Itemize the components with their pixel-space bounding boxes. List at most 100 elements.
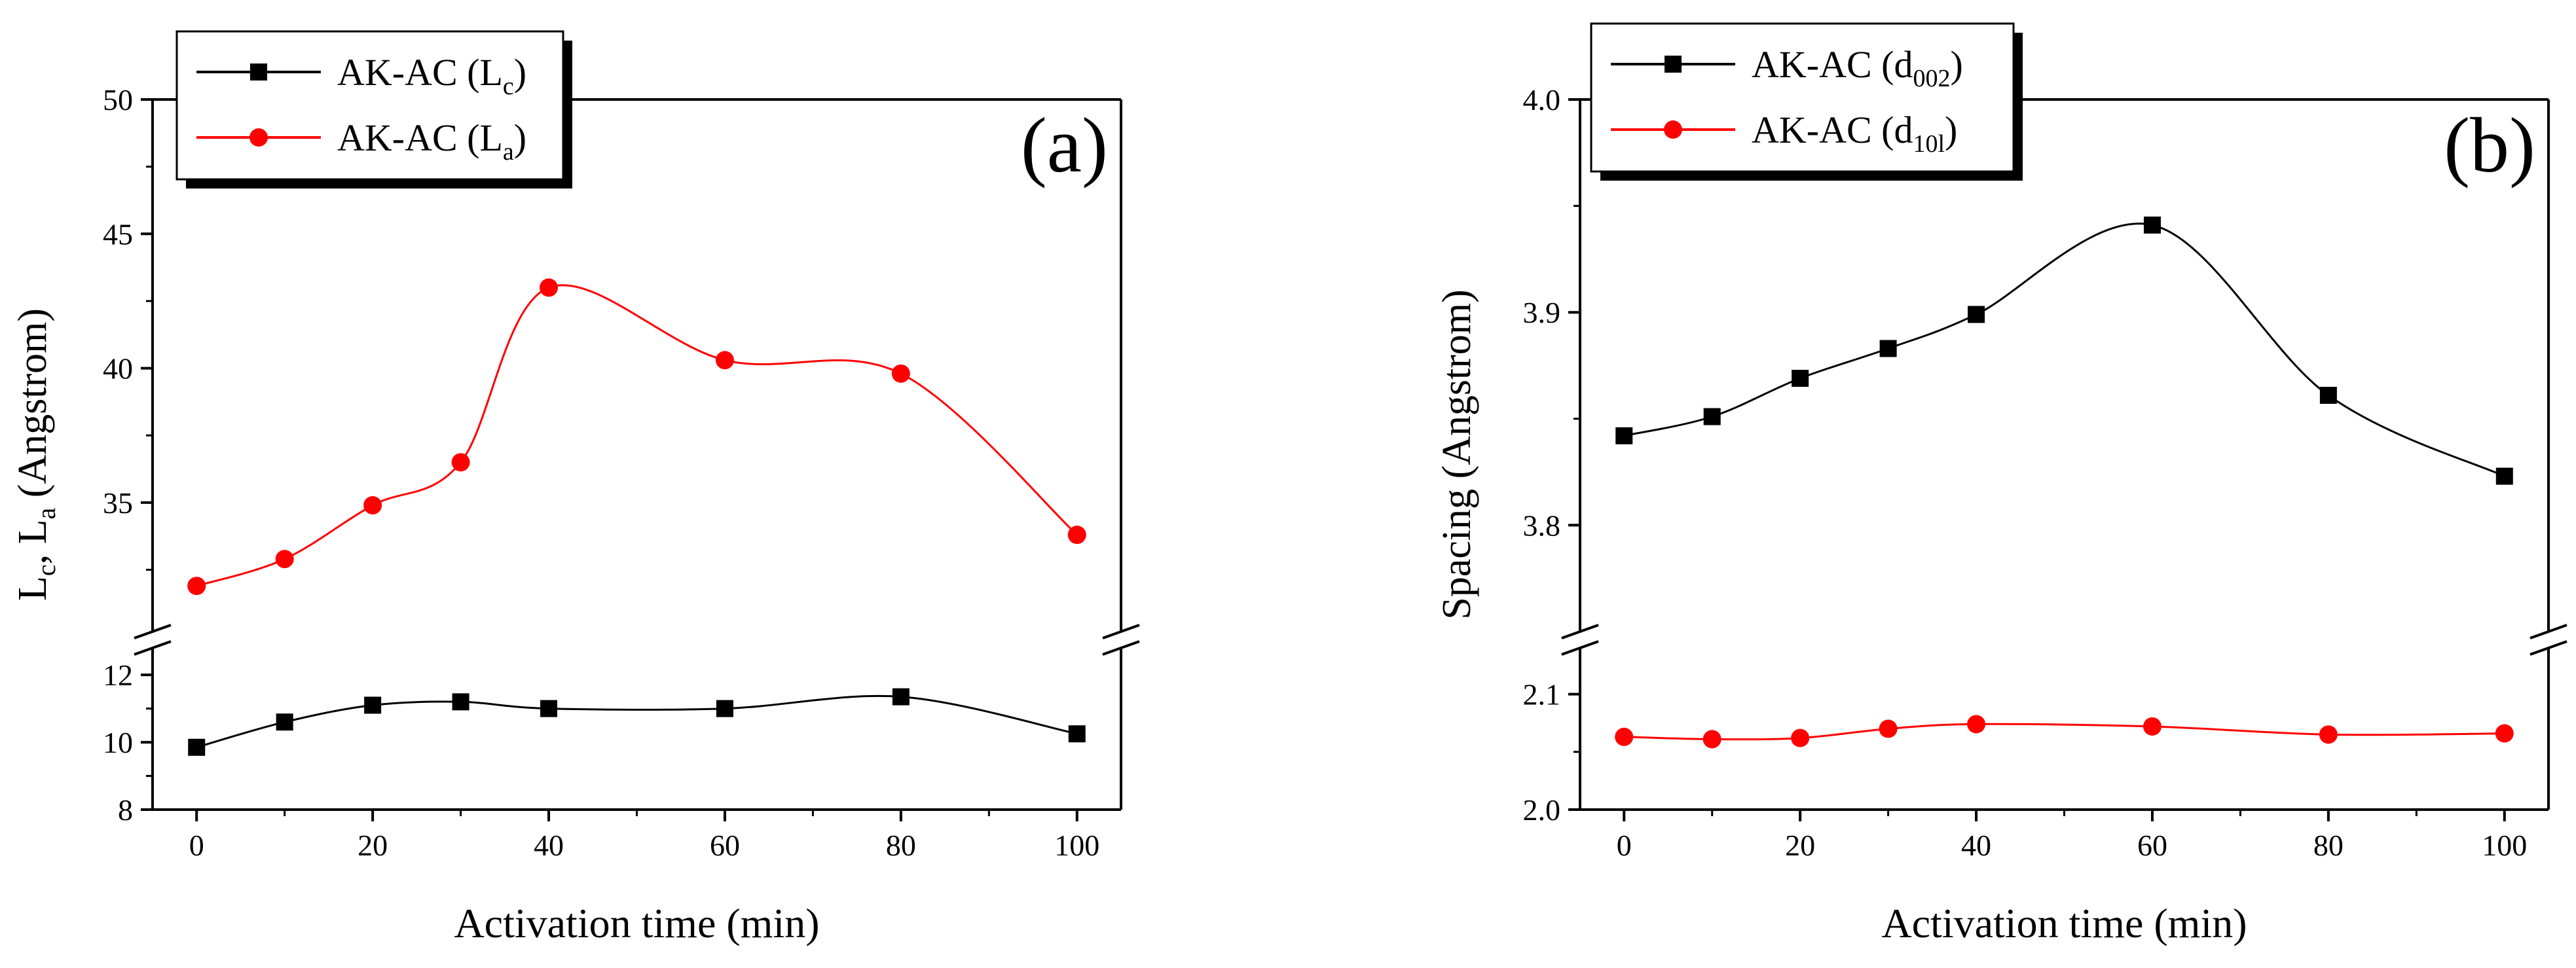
data-point-square — [1068, 725, 1086, 743]
x-tick-label: 100 — [1054, 829, 1099, 862]
series-line — [1623, 223, 2505, 477]
x-tick-label: 80 — [886, 829, 916, 862]
axis-break-slash — [2530, 624, 2567, 639]
legend-label-main: AK-AC (L — [337, 51, 503, 94]
legend-marker-circle — [1664, 120, 1682, 139]
axis-break-mark — [134, 624, 172, 656]
data-point-square — [1615, 427, 1633, 444]
plot-frame — [151, 98, 1122, 811]
y-axis-label-main: Spacing (Angstrom) — [1435, 289, 1479, 620]
data-point-circle — [1967, 715, 1986, 734]
x-axis-label: Activation time (min) — [454, 900, 819, 946]
data-point-square — [1792, 370, 1809, 387]
data-point-circle — [891, 364, 910, 383]
legend-marker-square — [250, 63, 267, 81]
y-axis-label: Lc, La (Angstrom) — [10, 308, 61, 601]
data-point-circle — [2495, 724, 2514, 743]
series-line — [196, 694, 1078, 749]
axis-break-slash — [1561, 640, 1599, 656]
y-tick-label: 3.9 — [1523, 296, 1561, 329]
x-tick-label: 20 — [1785, 829, 1815, 862]
data-point-square — [188, 738, 206, 756]
series-line — [1624, 723, 2505, 741]
data-point-circle — [187, 577, 206, 596]
x-tick-label: 0 — [1617, 829, 1632, 862]
series-10l — [1615, 715, 2514, 749]
plot-frame — [1579, 98, 2550, 811]
data-point-circle — [1791, 728, 1810, 747]
series-a — [187, 278, 1086, 596]
y-tick-label: 3.8 — [1523, 509, 1561, 542]
y-tick-label: 35 — [103, 486, 133, 520]
y-axis-label: Spacing (Angstrom) — [1435, 289, 1479, 620]
data-point-circle — [451, 453, 470, 472]
y-tick-label: 45 — [103, 217, 133, 251]
data-point-circle — [715, 351, 734, 370]
y-axis-label-main: L — [10, 576, 55, 601]
x-tick-label: 80 — [2313, 829, 2344, 862]
legend-label-sub: 002 — [1913, 65, 1950, 92]
axis-break-slash — [134, 624, 172, 639]
data-point-circle — [1879, 719, 1898, 738]
data-point-circle — [1067, 526, 1086, 545]
axis-break-slash — [1102, 640, 1140, 656]
legend-label: AK-AC (d002) — [1752, 43, 1963, 92]
series-002 — [1615, 216, 2513, 485]
y-tick-label: 8 — [118, 793, 133, 827]
data-point-circle — [2319, 725, 2338, 744]
panel-label: (a) — [1021, 101, 1108, 188]
data-point-square — [364, 696, 382, 714]
axis-break-slash — [134, 640, 172, 656]
legend-label-close: ) — [1945, 109, 1957, 151]
data-point-square — [1879, 340, 1897, 357]
data-point-square — [892, 688, 910, 706]
legend-label-main: AK-AC (d — [1752, 109, 1913, 151]
y-tick-label: 2.1 — [1523, 678, 1561, 711]
panel-label: (b) — [2444, 101, 2535, 188]
legend-label-main: AK-AC (L — [337, 117, 503, 159]
axis-break-slash — [2530, 640, 2567, 656]
data-point-square — [2319, 387, 2337, 404]
y-axis-label-sep: , L — [10, 520, 55, 565]
legend: AK-AC (d002) AK-AC (d10l) — [1590, 22, 2023, 181]
chart-panel-b: 0 20 40 60 80 100 3.8 3.9 4.0 2.0 2.1 Activation ti… — [1435, 22, 2567, 946]
legend-label-sub: a — [503, 138, 514, 166]
data-point-square — [276, 713, 293, 731]
data-point-circle — [363, 496, 382, 515]
legend-label-close: ) — [1950, 43, 1962, 86]
data-point-square — [2495, 467, 2513, 485]
chart-panel-a: 0 20 40 60 80 100 35 40 45 50 8 10 12 Activation time… — [10, 30, 1140, 946]
data-point-circle — [1615, 727, 1634, 746]
y-tick-label: 12 — [103, 658, 133, 692]
x-tick-label: 60 — [2137, 829, 2167, 862]
x-tick-label: 60 — [710, 829, 740, 862]
x-axis-label: Activation time (min) — [1881, 900, 2247, 946]
legend-label: AK-AC (Lc) — [337, 51, 526, 100]
x-tick-label: 20 — [358, 829, 388, 862]
axis-break-slash — [1561, 624, 1599, 639]
y-axis-label-sub: a — [31, 508, 61, 520]
y-tick-label: 2.0 — [1523, 793, 1561, 827]
series-line — [196, 284, 1078, 587]
x-tick-label: 100 — [2482, 829, 2527, 862]
y-axis-label-sub: c — [31, 564, 61, 576]
axis-break-mark — [1102, 624, 1140, 656]
data-point-square — [2143, 216, 2161, 234]
axis-break-slash — [1102, 624, 1140, 639]
data-point-circle — [540, 278, 559, 297]
data-point-square — [1968, 306, 1985, 323]
legend-label-sub: 10l — [1913, 130, 1945, 158]
y-tick-label: 4.0 — [1523, 83, 1561, 117]
data-point-circle — [1702, 730, 1721, 749]
y-tick-label: 40 — [103, 352, 133, 385]
legend-marker-circle — [249, 128, 268, 147]
legend-label-close: ) — [514, 117, 526, 159]
data-point-square — [452, 693, 469, 711]
legend: AK-AC (Lc)AK-AC (La) — [175, 30, 572, 188]
y-tick-label: 50 — [103, 83, 133, 117]
series-c — [188, 688, 1086, 756]
x-tick-label: 40 — [534, 829, 564, 862]
data-point-square — [716, 700, 733, 717]
axis-break-mark — [2530, 624, 2567, 656]
legend-marker-square — [1665, 56, 1682, 73]
